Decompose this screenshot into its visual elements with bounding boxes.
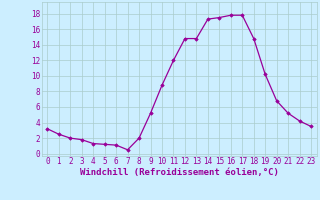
X-axis label: Windchill (Refroidissement éolien,°C): Windchill (Refroidissement éolien,°C) [80,168,279,177]
